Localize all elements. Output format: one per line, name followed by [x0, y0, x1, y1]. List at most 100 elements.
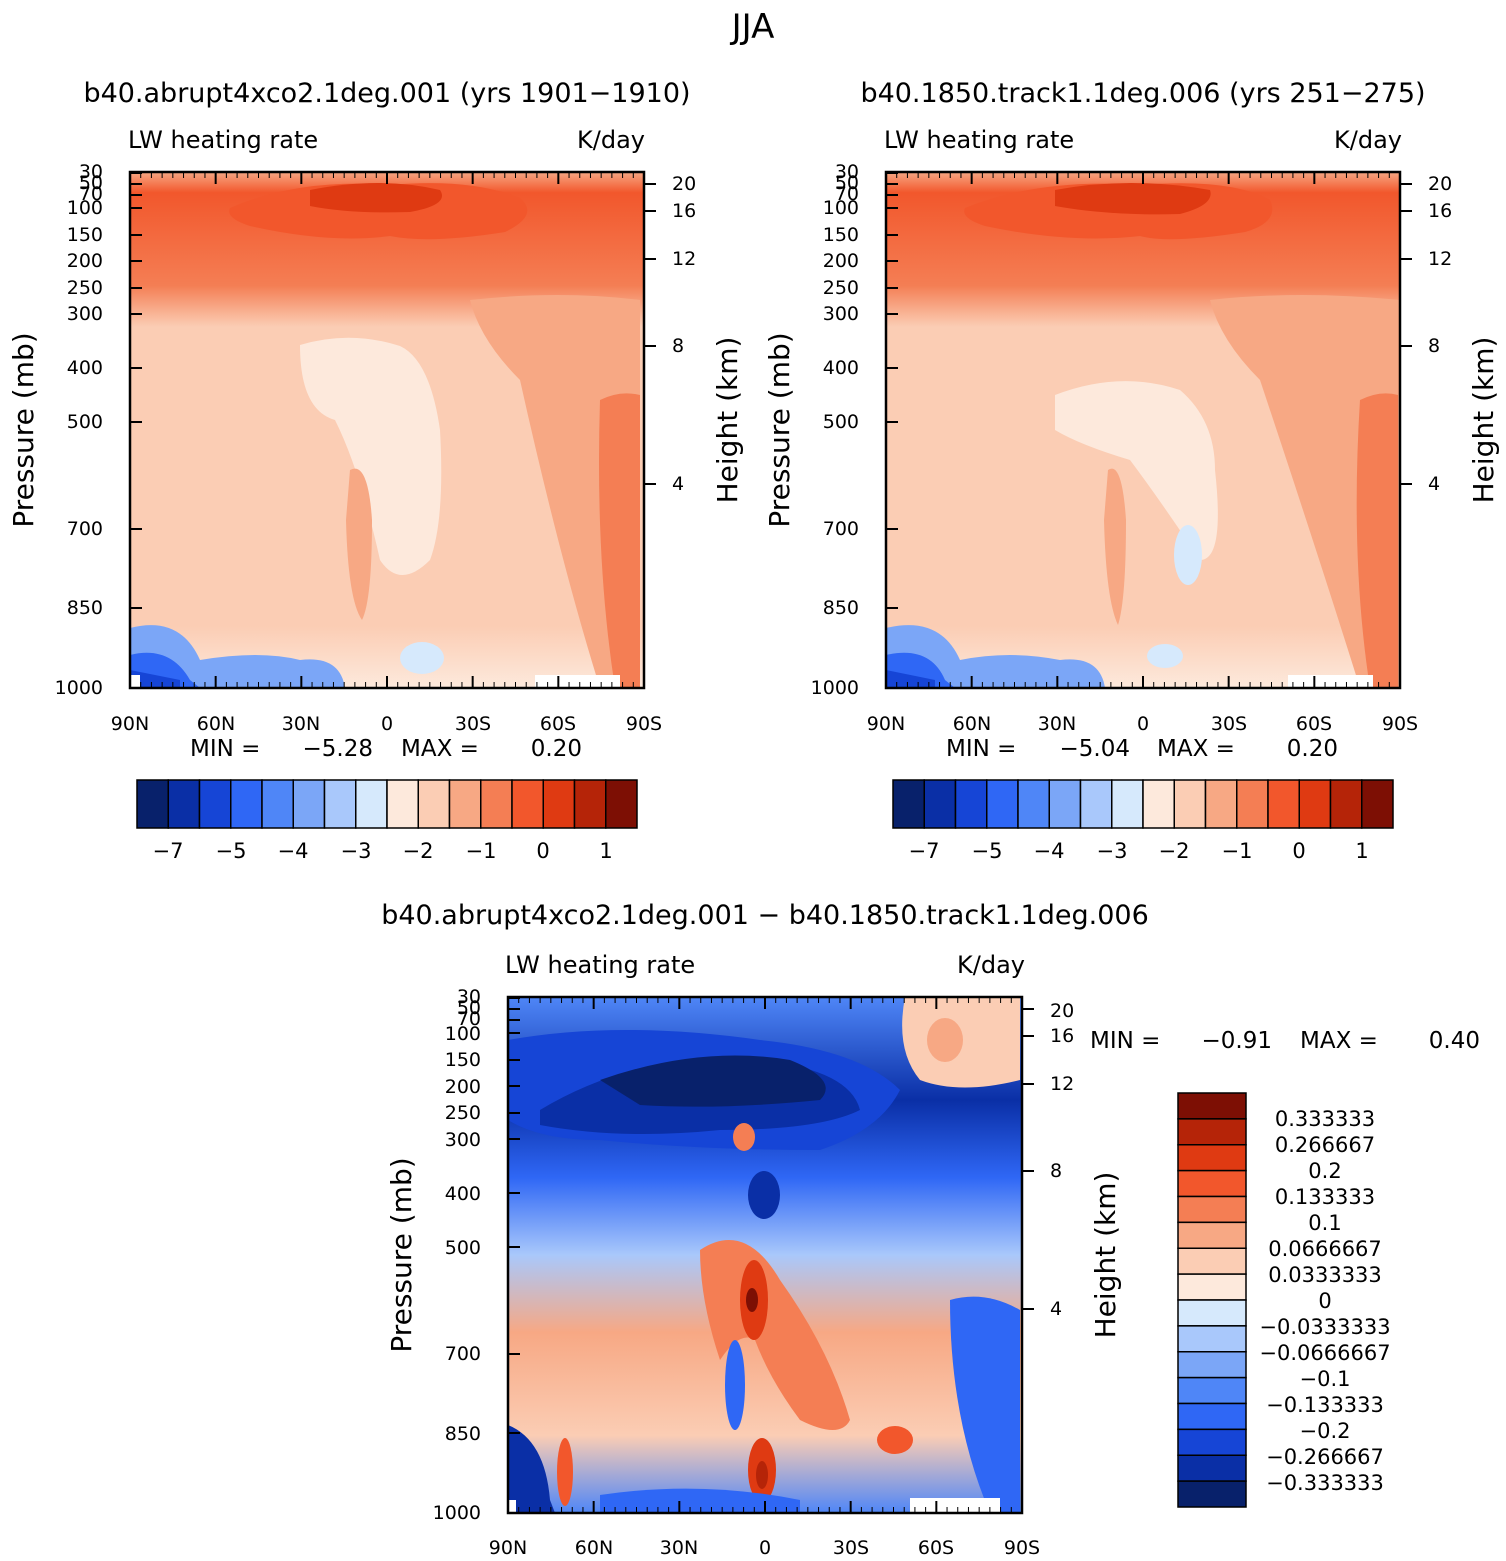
panel-b-left-label: LW heating rate	[884, 126, 1074, 154]
x-tick-label: 90N	[489, 1537, 527, 1559]
panel-diff-height-axis-label: Height (km)	[1089, 1172, 1122, 1339]
y-tick-label: 50	[835, 172, 859, 194]
colorbar-label: −0.0666667	[1259, 1341, 1390, 1365]
height-tick-label: 8	[1428, 335, 1440, 357]
x-tick-label: 30N	[1038, 713, 1076, 735]
x-tick-label: 90N	[111, 713, 149, 735]
y-tick-label: 70	[835, 183, 859, 205]
panel-b-contour-field	[886, 172, 1400, 688]
colorbar-swatch	[1177, 1480, 1247, 1508]
y-tick-label: 30	[835, 161, 859, 183]
panel-a-colorbar	[136, 779, 638, 829]
y-tick-label: 400	[67, 357, 103, 379]
y-tick-label: 150	[445, 1049, 481, 1071]
panel-a-min-label: MIN =	[190, 736, 260, 762]
height-tick-label: 4	[672, 473, 684, 495]
colorbar-swatch	[1177, 1376, 1247, 1405]
x-tick-label: 30S	[833, 1537, 869, 1559]
panel-b-title: b40.1850.track1.1deg.006 (yrs 251−275)	[860, 78, 1425, 109]
colorbar-swatch	[1177, 1325, 1247, 1353]
panel-a-title: b40.abrupt4xco2.1deg.001 (yrs 1901−1910)	[83, 78, 690, 109]
colorbar-label: −3	[1097, 839, 1128, 863]
colorbar-label: −5	[972, 839, 1003, 863]
colorbar-swatch	[1111, 779, 1144, 829]
y-tick-label: 850	[445, 1423, 481, 1445]
x-tick-label: 0	[381, 713, 393, 735]
colorbar-swatch	[1298, 779, 1332, 829]
colorbar-swatch	[1177, 1454, 1247, 1482]
x-tick-label: 60N	[575, 1537, 613, 1559]
panel-b-max-label: MAX =	[1157, 736, 1235, 762]
colorbar-label: −5	[216, 839, 247, 863]
height-tick-label: 20	[1428, 173, 1452, 195]
height-tick-label: 12	[1428, 248, 1452, 270]
x-tick-label: 30S	[1211, 713, 1247, 735]
y-tick-label: 50	[457, 997, 481, 1019]
panel-diff-height-ticks: 20 16 12 8 4	[1050, 1000, 1074, 1320]
panel-a-contour-field	[130, 172, 644, 688]
colorbar-label: 0.0333333	[1268, 1263, 1382, 1287]
panel-diff-colorbar	[1177, 1092, 1247, 1508]
panel-b-min-value: −5.04	[1060, 736, 1130, 762]
panel-diff-min-value: −0.91	[1202, 1028, 1272, 1054]
x-tick-label: 90S	[1382, 713, 1418, 735]
y-tick-label: 850	[823, 597, 859, 619]
panel-diff-colorbar-labels: 0.333333 0.266667 0.2 0.133333 0.1 0.066…	[1259, 1107, 1390, 1495]
colorbar-label: 0.2	[1308, 1159, 1341, 1183]
colorbar-swatch	[1048, 779, 1082, 829]
colorbar-label: −2	[1159, 839, 1190, 863]
colorbar-swatch	[323, 779, 357, 829]
colorbar-label: −4	[278, 839, 309, 863]
x-tick-label: 90N	[867, 713, 905, 735]
colorbar-swatch	[1177, 1118, 1247, 1146]
colorbar-swatch	[417, 779, 451, 829]
colorbar-label: 1	[1355, 839, 1368, 863]
height-tick-label: 4	[1428, 473, 1440, 495]
y-tick-label: 300	[67, 303, 103, 325]
y-tick-label: 30	[457, 986, 481, 1008]
x-tick-label: 90S	[1004, 1537, 1040, 1559]
colorbar-label: 0	[1292, 839, 1305, 863]
colorbar-label: −0.266667	[1266, 1445, 1384, 1469]
y-tick-label: 1000	[433, 1502, 481, 1524]
colorbar-swatch	[1267, 779, 1300, 829]
panel-b-x-ticks: 90N 60N 30N 0 30S 60S 90S	[867, 713, 1418, 735]
y-tick-label: 1000	[811, 677, 859, 699]
colorbar-swatch	[605, 779, 638, 829]
colorbar-swatch	[136, 779, 169, 829]
colorbar-label: −1	[1222, 839, 1253, 863]
colorbar-swatch	[261, 779, 294, 829]
y-tick-label: 500	[445, 1237, 481, 1259]
colorbar-swatch	[1177, 1092, 1247, 1120]
colorbar-swatch	[892, 779, 925, 829]
x-tick-label: 60S	[1296, 713, 1332, 735]
colorbar-swatch	[542, 779, 576, 829]
colorbar-label: −7	[153, 839, 184, 863]
panel-diff-max-value: 0.40	[1429, 1028, 1480, 1054]
height-tick-label: 8	[672, 335, 684, 357]
colorbar-swatch	[1177, 1351, 1247, 1379]
colorbar-swatch	[1177, 1195, 1247, 1224]
panel-b-y-axis-label: Pressure (mb)	[763, 332, 796, 527]
colorbar-label: −0.133333	[1266, 1393, 1384, 1417]
colorbar-label: 0.266667	[1275, 1133, 1375, 1157]
colorbar-swatch	[480, 779, 513, 829]
colorbar-swatch	[1204, 779, 1238, 829]
colorbar-swatch	[386, 779, 419, 829]
y-tick-label: 400	[445, 1183, 481, 1205]
height-tick-label: 4	[1050, 1298, 1062, 1320]
colorbar-label: −3	[341, 839, 372, 863]
y-tick-label: 300	[445, 1129, 481, 1151]
panel-a-height-axis-label: Height (km)	[711, 337, 744, 504]
panel-a-max-label: MAX =	[401, 736, 479, 762]
height-tick-label: 12	[672, 248, 696, 270]
panel-a-y-axis-label: Pressure (mb)	[7, 332, 40, 527]
colorbar-swatch	[355, 779, 388, 829]
panel-a-height-ticks: 20 16 12 8 4	[672, 173, 696, 495]
panel-a-units-label: K/day	[577, 126, 645, 154]
colorbar-label: −0.0333333	[1259, 1315, 1390, 1339]
panel-a-colorbar-labels: −7 −5 −4 −3 −2 −1 0 1	[153, 839, 613, 863]
colorbar-swatch	[511, 779, 544, 829]
panel-diff-units-label: K/day	[957, 951, 1025, 979]
y-tick-label: 70	[79, 183, 103, 205]
